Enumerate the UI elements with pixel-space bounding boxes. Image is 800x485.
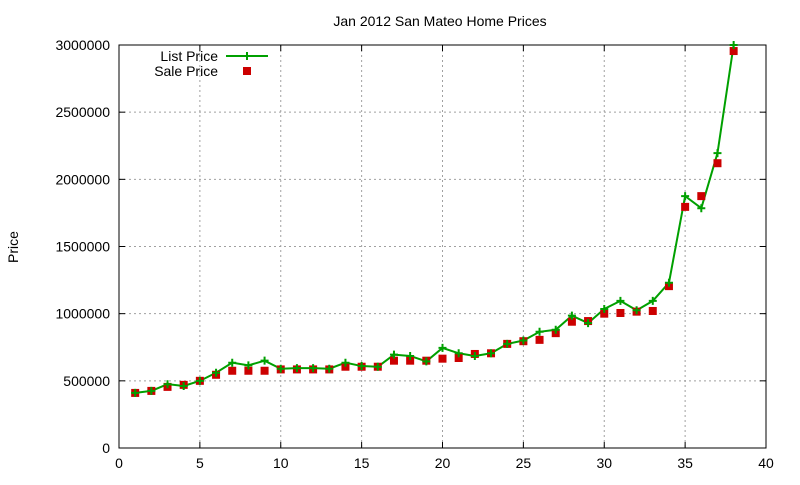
- series-layer: [131, 41, 738, 397]
- sale-price-point: [438, 354, 447, 363]
- list-price-point: [195, 376, 204, 385]
- list-price-point: [131, 388, 140, 397]
- list-price-point: [632, 306, 641, 315]
- y-axis-label: Price: [5, 231, 21, 263]
- list-price-point: [244, 361, 253, 370]
- y-tick-label: 500000: [63, 373, 110, 389]
- chart-title: Jan 2012 San Mateo Home Prices: [333, 13, 546, 29]
- list-price-point: [357, 362, 366, 371]
- list-price-point: [228, 358, 237, 367]
- list-price-point: [519, 336, 528, 345]
- list-price-point: [681, 192, 690, 201]
- sale-price-point: [244, 366, 253, 375]
- legend-marker-sale-price: [243, 67, 251, 75]
- list-price-point: [584, 319, 593, 328]
- sale-price-point: [648, 306, 657, 315]
- sale-price-point: [681, 202, 690, 211]
- list-price-point: [292, 364, 301, 373]
- x-tick-label: 35: [677, 455, 693, 471]
- list-price-point: [260, 356, 269, 365]
- sale-price-point: [567, 317, 576, 326]
- list-price-point: [276, 364, 285, 373]
- list-price-point: [567, 311, 576, 320]
- list-price-point: [406, 351, 415, 360]
- sale-price-point: [616, 308, 625, 317]
- ticks: 0 5 10 15 20 25 30 35 40 0 500000 1000000 1500000 200…: [55, 37, 774, 471]
- sale-price-point: [260, 366, 269, 375]
- list-price-point: [487, 349, 496, 358]
- y-tick-label: 1500000: [55, 239, 110, 255]
- sale-price-point: [228, 366, 237, 375]
- list-price-point: [422, 357, 431, 366]
- list-price-point: [389, 350, 398, 359]
- y-tick-label: 0: [102, 440, 110, 456]
- grid: [119, 45, 766, 448]
- legend-label-sale-price: Sale Price: [154, 63, 218, 79]
- list-price-point: [341, 358, 350, 367]
- list-price-point: [551, 325, 560, 334]
- list-price-point: [648, 296, 657, 305]
- list-price-point: [470, 351, 479, 360]
- legend-label-list-price: List Price: [160, 48, 218, 64]
- x-tick-label: 5: [196, 455, 204, 471]
- list-price-point: [664, 278, 673, 287]
- list-price-point: [438, 343, 447, 352]
- list-price-point: [163, 380, 172, 389]
- x-tick-label: 0: [115, 455, 123, 471]
- y-tick-label: 2500000: [55, 104, 110, 120]
- list-price-point: [600, 304, 609, 313]
- x-tick-label: 30: [596, 455, 612, 471]
- list-price-point: [147, 386, 156, 395]
- sale-price-point: [600, 309, 609, 318]
- x-tick-label: 10: [273, 455, 289, 471]
- sale-price-point: [341, 362, 350, 371]
- x-tick-label: 20: [435, 455, 451, 471]
- list-price-point: [697, 204, 706, 213]
- list-price-point: [616, 296, 625, 305]
- sale-price-point: [454, 353, 463, 362]
- x-tick-label: 15: [354, 455, 370, 471]
- y-tick-label: 2000000: [55, 171, 110, 187]
- y-tick-label: 1000000: [55, 306, 110, 322]
- x-tick-label: 25: [516, 455, 532, 471]
- legend-marker-list-price: [243, 52, 251, 60]
- list-price-point: [309, 364, 318, 373]
- list-price-point: [503, 339, 512, 348]
- sale-price-point: [389, 356, 398, 365]
- list-price-point: [729, 41, 738, 49]
- sale-price-point: [729, 47, 738, 56]
- sale-price-point: [697, 192, 706, 201]
- sale-price-point: [406, 356, 415, 365]
- list-price-point: [325, 364, 334, 373]
- list-price-point: [212, 368, 221, 377]
- list-price-point: [454, 349, 463, 358]
- list-price-point: [373, 362, 382, 371]
- sale-price-point: [713, 159, 722, 168]
- list-price-point: [179, 381, 188, 390]
- legend: List Price Sale Price: [154, 48, 268, 79]
- y-tick-label: 3000000: [55, 37, 110, 53]
- sale-price-point: [535, 335, 544, 344]
- x-tick-label: 40: [758, 455, 774, 471]
- list-price-point: [535, 327, 544, 336]
- list-price-line: [135, 44, 735, 394]
- list-price-point: [713, 149, 722, 158]
